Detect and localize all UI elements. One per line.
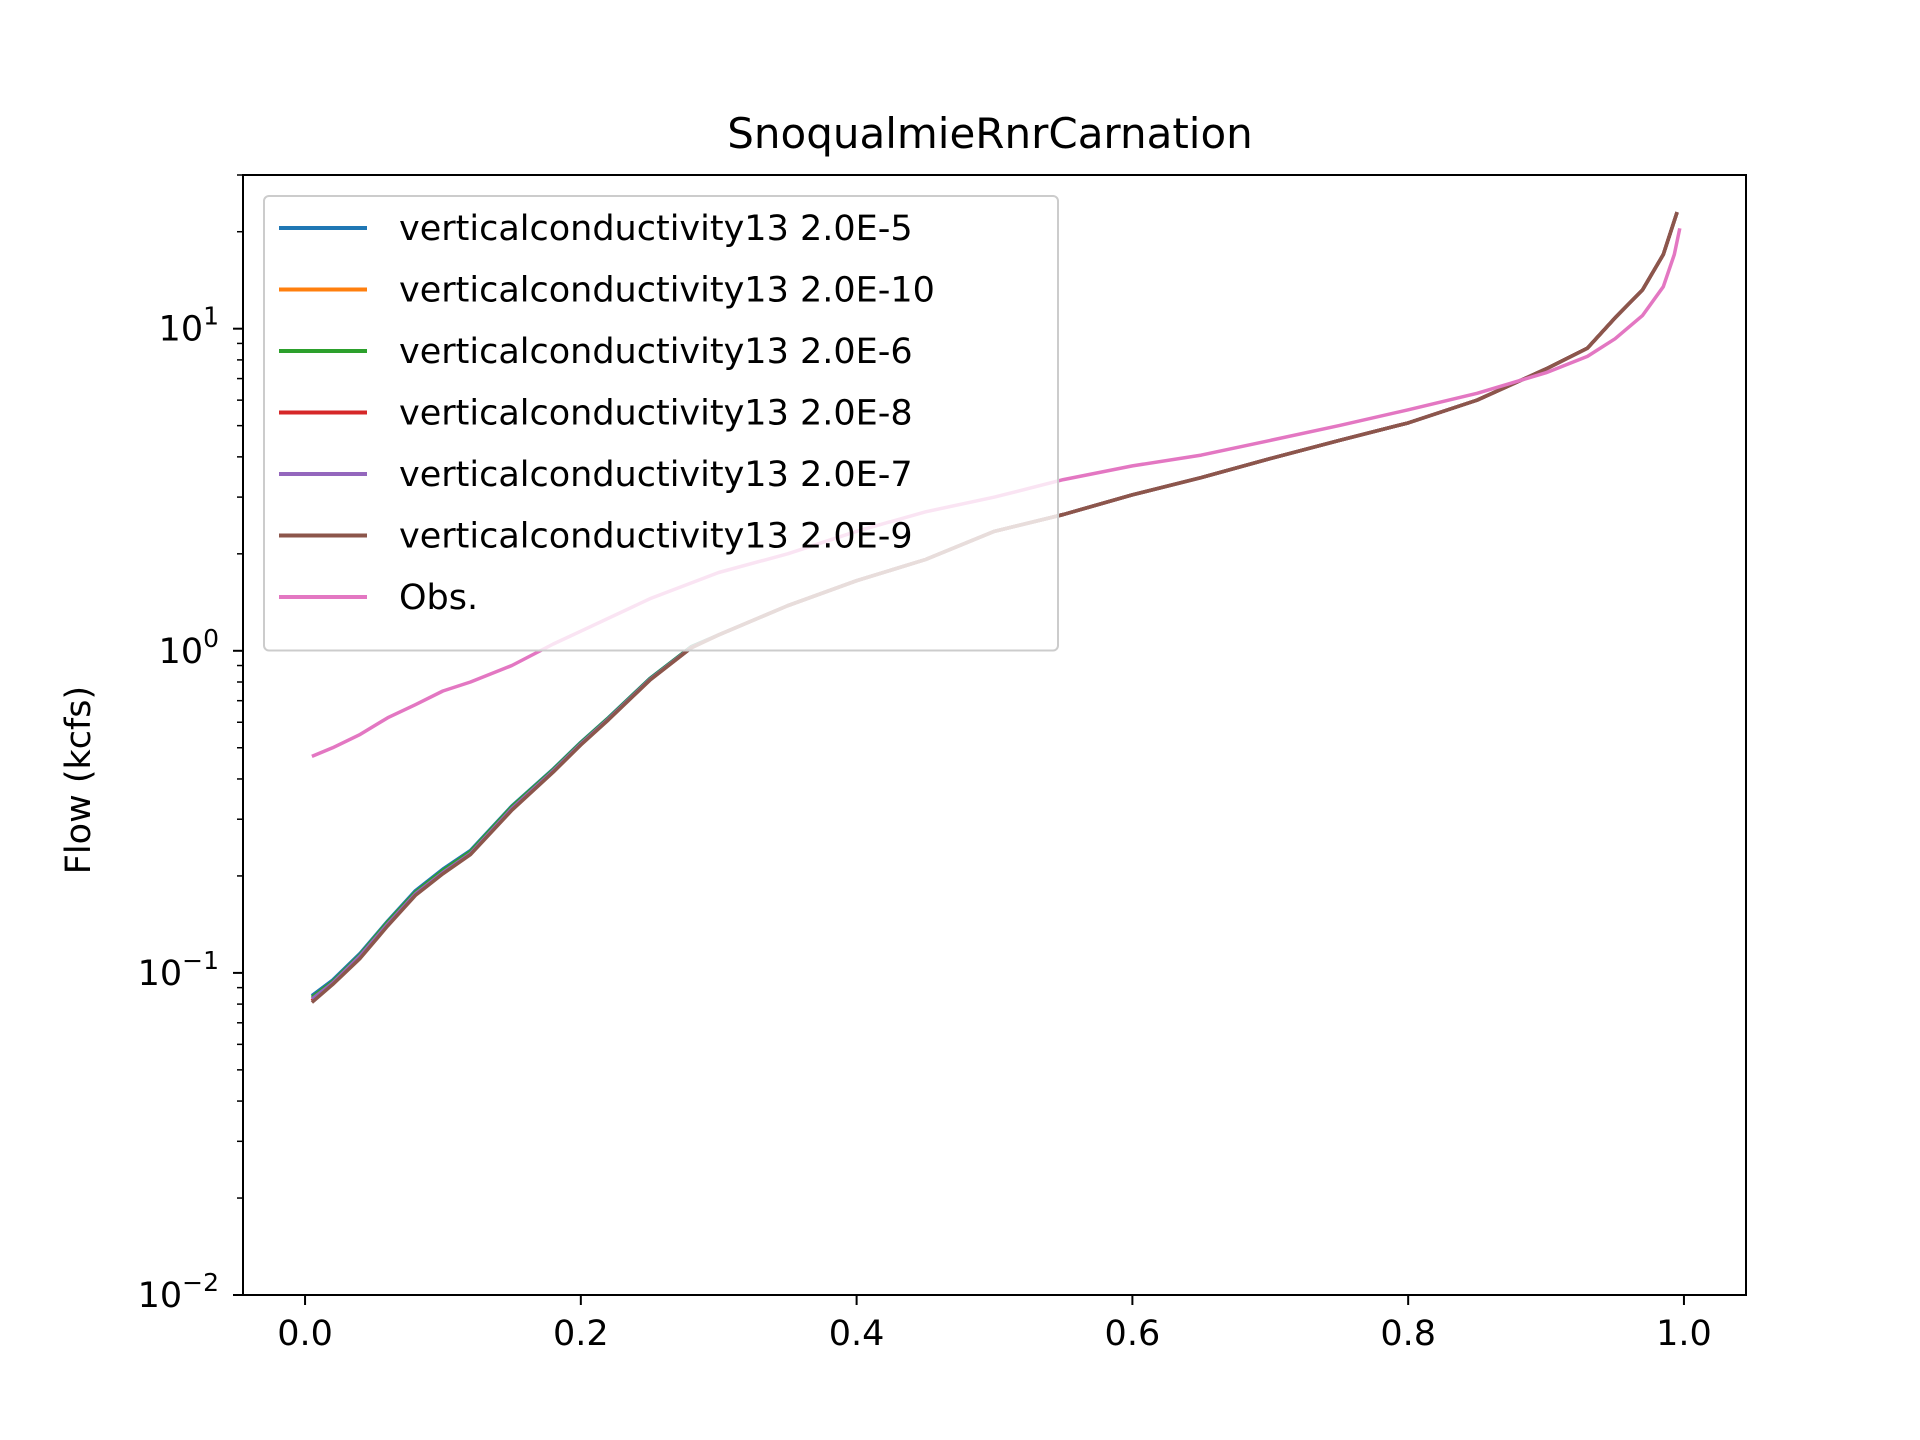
legend-label: Obs.: [399, 578, 478, 618]
legend-label: verticalconductivity13 2.0E-6: [399, 332, 913, 372]
y-tick-label: 10−1: [138, 946, 219, 994]
y-axis: 10−2 10−1 100 101: [138, 174, 243, 1316]
y-tick-label: 101: [159, 302, 219, 350]
legend-label: verticalconductivity13 2.0E-8: [399, 394, 913, 434]
x-tick-label: 0.8: [1380, 1314, 1436, 1354]
legend: verticalconductivity13 2.0E-5 verticalcon…: [263, 195, 1059, 652]
y-axis-label: Flow (kcfs): [59, 686, 99, 874]
x-tick-label: 0.2: [553, 1314, 609, 1354]
x-axis: 0.0 0.2 0.4 0.6 0.8 1.0: [277, 1295, 1712, 1354]
x-tick-label: 0.0: [277, 1314, 333, 1354]
legend-label: verticalconductivity13 2.0E-5: [399, 209, 913, 249]
x-tick-label: 0.6: [1105, 1314, 1161, 1354]
legend-label: verticalconductivity13 2.0E-7: [399, 455, 913, 495]
x-tick-label: 1.0: [1656, 1314, 1712, 1354]
legend-box: [263, 195, 1059, 652]
x-tick-label: 0.4: [829, 1314, 885, 1354]
plot-frame: [242, 174, 1747, 1296]
chart-title: SnoqualmieRnrCarnation: [727, 109, 1253, 158]
legend-label: verticalconductivity13 2.0E-10: [399, 271, 935, 311]
y-tick-label: 100: [159, 624, 219, 672]
y-tick-label: 10−2: [138, 1268, 219, 1316]
legend-label: verticalconductivity13 2.0E-9: [399, 517, 913, 557]
